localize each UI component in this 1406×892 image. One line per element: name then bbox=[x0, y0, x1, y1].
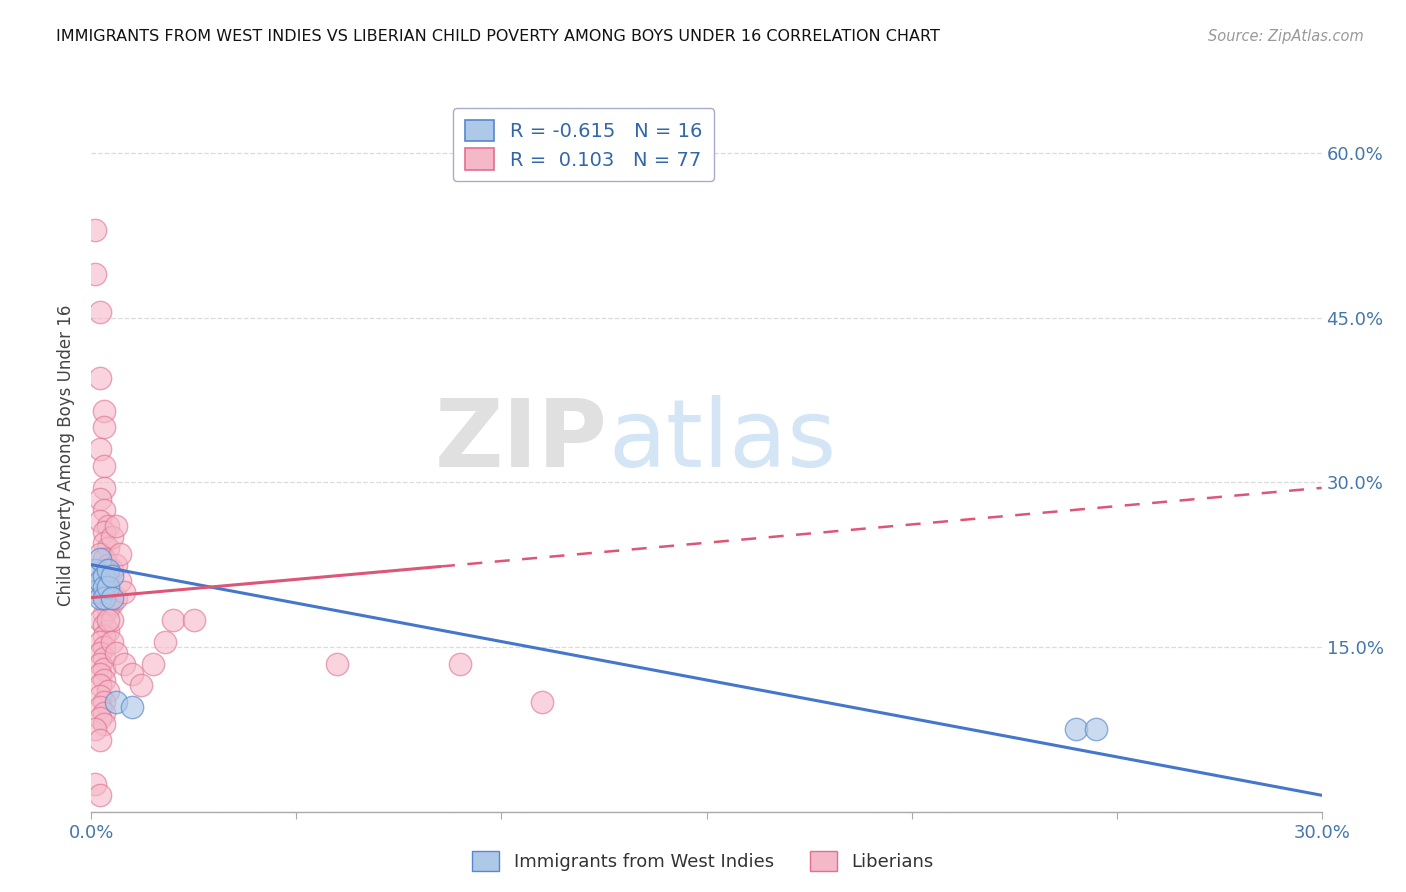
Point bbox=[97, 563, 120, 577]
Point bbox=[112, 657, 135, 671]
Point bbox=[1064, 723, 1087, 737]
Point bbox=[108, 547, 131, 561]
Point bbox=[84, 585, 107, 599]
Point bbox=[97, 624, 120, 638]
Point bbox=[93, 717, 115, 731]
Point bbox=[93, 404, 115, 418]
Point bbox=[101, 530, 124, 544]
Point bbox=[89, 678, 111, 692]
Point bbox=[89, 613, 111, 627]
Point bbox=[97, 558, 120, 572]
Point bbox=[101, 591, 124, 605]
Point bbox=[531, 695, 554, 709]
Point bbox=[93, 563, 115, 577]
Point bbox=[93, 591, 115, 605]
Point bbox=[89, 591, 111, 605]
Point bbox=[121, 667, 143, 681]
Point bbox=[97, 613, 120, 627]
Point bbox=[84, 563, 107, 577]
Point bbox=[97, 684, 120, 698]
Point bbox=[89, 733, 111, 747]
Point bbox=[89, 371, 111, 385]
Point bbox=[101, 568, 124, 582]
Point bbox=[89, 646, 111, 660]
Point bbox=[93, 568, 115, 582]
Point bbox=[93, 651, 115, 665]
Point bbox=[101, 634, 124, 648]
Point bbox=[89, 442, 111, 457]
Point bbox=[89, 690, 111, 704]
Point bbox=[93, 618, 115, 632]
Point bbox=[93, 503, 115, 517]
Point bbox=[105, 519, 127, 533]
Y-axis label: Child Poverty Among Boys Under 16: Child Poverty Among Boys Under 16 bbox=[58, 304, 76, 606]
Point bbox=[153, 634, 177, 648]
Point bbox=[97, 519, 120, 533]
Point bbox=[84, 223, 107, 237]
Legend: Immigrants from West Indies, Liberians: Immigrants from West Indies, Liberians bbox=[465, 844, 941, 879]
Point bbox=[93, 640, 115, 654]
Point bbox=[105, 558, 127, 572]
Point bbox=[129, 678, 152, 692]
Legend: R = -0.615   N = 16, R =  0.103   N = 77: R = -0.615 N = 16, R = 0.103 N = 77 bbox=[453, 108, 714, 181]
Point bbox=[84, 777, 107, 791]
Text: atlas: atlas bbox=[607, 394, 837, 487]
Point bbox=[89, 700, 111, 714]
Point bbox=[93, 481, 115, 495]
Point bbox=[101, 563, 124, 577]
Point bbox=[97, 580, 120, 594]
Point bbox=[89, 667, 111, 681]
Point bbox=[101, 596, 124, 610]
Point bbox=[89, 634, 111, 648]
Point bbox=[93, 629, 115, 643]
Point bbox=[93, 420, 115, 434]
Point bbox=[162, 613, 184, 627]
Point bbox=[105, 646, 127, 660]
Point bbox=[105, 591, 127, 605]
Point bbox=[93, 585, 115, 599]
Point bbox=[93, 591, 115, 605]
Point bbox=[93, 673, 115, 687]
Point bbox=[93, 706, 115, 720]
Point bbox=[89, 552, 111, 566]
Point bbox=[97, 574, 120, 589]
Point bbox=[93, 552, 115, 566]
Point bbox=[89, 711, 111, 725]
Point bbox=[97, 541, 120, 556]
Point bbox=[89, 491, 111, 506]
Point bbox=[93, 458, 115, 473]
Point bbox=[89, 574, 111, 589]
Point bbox=[89, 789, 111, 803]
Point bbox=[183, 613, 205, 627]
Point bbox=[326, 657, 349, 671]
Point bbox=[89, 547, 111, 561]
Point bbox=[89, 657, 111, 671]
Point bbox=[84, 267, 107, 281]
Point bbox=[93, 607, 115, 621]
Point bbox=[121, 700, 143, 714]
Point bbox=[84, 723, 107, 737]
Point bbox=[93, 662, 115, 676]
Point bbox=[89, 514, 111, 528]
Text: IMMIGRANTS FROM WEST INDIES VS LIBERIAN CHILD POVERTY AMONG BOYS UNDER 16 CORREL: IMMIGRANTS FROM WEST INDIES VS LIBERIAN … bbox=[56, 29, 941, 45]
Point bbox=[93, 695, 115, 709]
Point bbox=[93, 524, 115, 539]
Point bbox=[449, 657, 471, 671]
Point bbox=[97, 596, 120, 610]
Text: ZIP: ZIP bbox=[436, 394, 607, 487]
Point bbox=[108, 574, 131, 589]
Point bbox=[93, 568, 115, 582]
Point bbox=[112, 585, 135, 599]
Text: Source: ZipAtlas.com: Source: ZipAtlas.com bbox=[1208, 29, 1364, 45]
Point bbox=[101, 613, 124, 627]
Point bbox=[105, 695, 127, 709]
Point bbox=[93, 580, 115, 594]
Point bbox=[1085, 723, 1108, 737]
Point bbox=[97, 601, 120, 615]
Point bbox=[93, 535, 115, 549]
Point bbox=[142, 657, 165, 671]
Point bbox=[97, 580, 120, 594]
Point bbox=[89, 305, 111, 319]
